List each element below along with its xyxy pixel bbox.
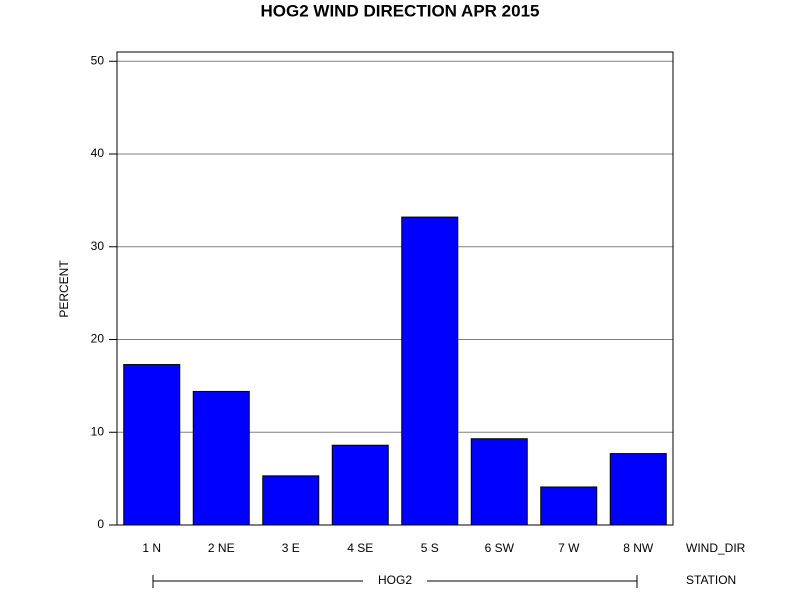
y-tick-label: 50 [91,53,105,67]
x-tick-label: 4 SE [347,541,373,555]
y-tick-label: 40 [91,146,105,160]
bar [609,453,667,526]
bar [123,364,181,526]
y-tick-label: 0 [97,517,104,531]
group-label: HOG2 [378,573,412,587]
y-axis-label: PERCENT [57,260,71,318]
y-tick-label: 30 [91,239,105,253]
bar [262,475,320,526]
chart-title: HOG2 WIND DIRECTION APR 2015 [261,1,540,20]
y-tick-label: 10 [91,424,105,438]
bar [470,438,528,526]
x-tick-label: 7 W [558,541,580,555]
bar [192,390,250,526]
x-tick-label: 3 E [282,541,300,555]
y-tick-label: 20 [91,332,105,346]
bar [540,486,598,526]
x-tick-label: 1 N [142,541,161,555]
x-tick-label: 6 SW [485,541,515,555]
group-axis-label: STATION [686,573,736,587]
x-tick-label: 2 NE [208,541,235,555]
x-tick-label: 5 S [421,541,439,555]
x-tick-label: 8 NW [623,541,654,555]
bar [401,216,459,526]
plot-frame [116,51,674,526]
x-axis-label: WIND_DIR [686,541,746,555]
bar [331,444,389,526]
